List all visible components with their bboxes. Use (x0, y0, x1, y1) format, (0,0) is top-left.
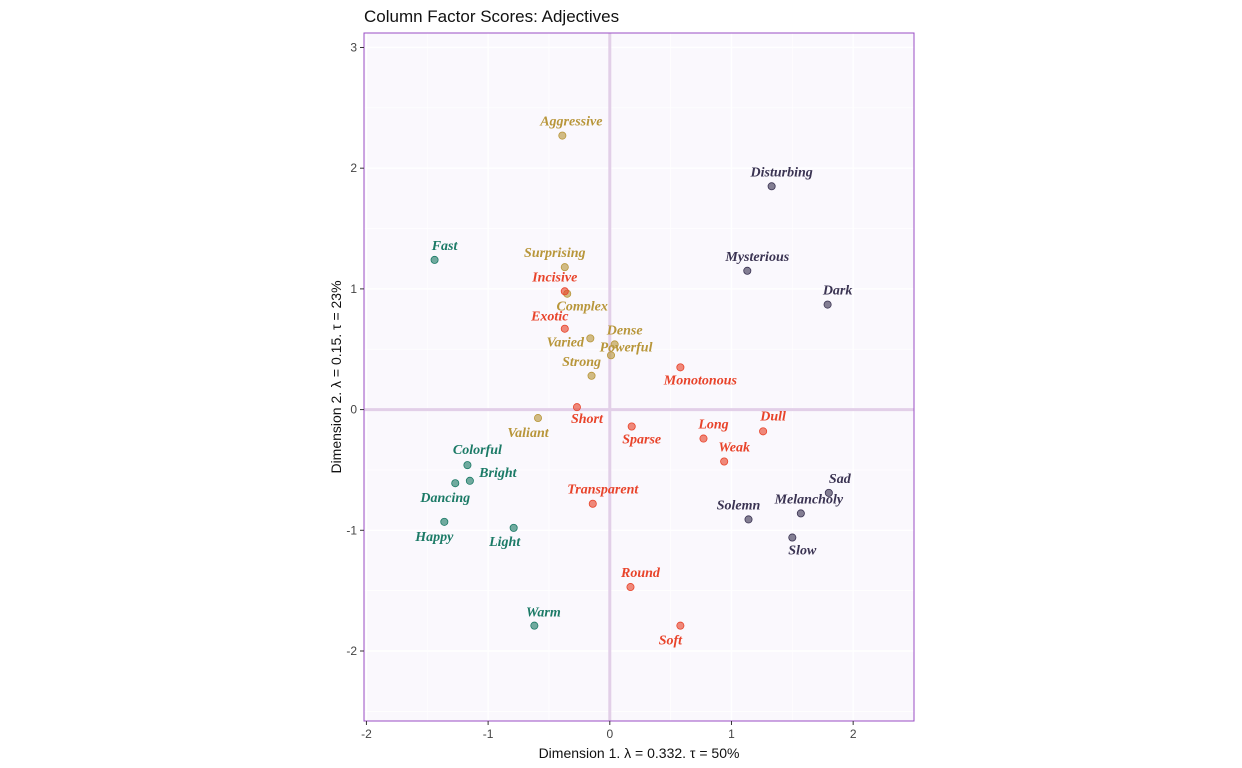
point-dark (823, 300, 832, 309)
label-sparse: Sparse (622, 432, 661, 447)
label-disturbing: Disturbing (750, 165, 813, 180)
label-weak: Weak (718, 440, 750, 455)
plot-panel (364, 33, 914, 721)
point-incisive (560, 287, 569, 296)
label-exotic: Exotic (530, 310, 569, 325)
label-long: Long (697, 418, 728, 433)
label-short: Short (571, 412, 604, 427)
y-tick-label: 0 (350, 403, 357, 417)
x-axis-label: Dimension 1. λ = 0.332. τ = 50% (539, 745, 740, 761)
point-warm (530, 621, 539, 630)
label-melancholy: Melancholy (774, 492, 844, 507)
point-weak (720, 457, 729, 466)
label-warm: Warm (526, 606, 561, 621)
y-tick-label: -2 (346, 644, 357, 658)
point-long (699, 434, 708, 443)
point-mysterious (743, 266, 752, 275)
y-tick-label: 3 (350, 40, 357, 54)
label-valiant: Valiant (507, 426, 549, 441)
label-mysterious: Mysterious (724, 250, 789, 265)
point-valiant (534, 414, 543, 423)
point-colorful (463, 461, 472, 470)
x-tick-label: 1 (728, 727, 735, 741)
point-aggressive (558, 131, 567, 140)
point-disturbing (767, 182, 776, 191)
label-slow: Slow (788, 544, 817, 559)
y-axis-label: Dimension 2. λ = 0.15. τ = 23% (328, 280, 344, 473)
point-happy (440, 517, 449, 526)
label-dense: Dense (606, 323, 643, 338)
point-transparent (588, 499, 597, 508)
label-varied: Varied (547, 335, 585, 350)
point-labels: Fast Colorful Bright Dancing Happy Light Warm A… (414, 115, 852, 649)
label-aggressive: Aggressive (539, 115, 602, 130)
label-round: Round (620, 566, 661, 581)
label-transparent: Transparent (567, 483, 639, 498)
point-dull (759, 427, 768, 436)
label-sad: Sad (829, 472, 852, 487)
point-exotic (560, 324, 569, 333)
label-complex: Complex (557, 300, 608, 315)
point-monotonous (676, 363, 685, 372)
zero-lines (364, 33, 914, 721)
point-melancholy (796, 509, 805, 518)
label-dancing: Dancing (419, 491, 470, 506)
y-tick-label: 1 (350, 282, 357, 296)
x-tick-label: -1 (483, 727, 494, 741)
label-monotonous: Monotonous (663, 373, 738, 388)
point-sad (824, 488, 833, 497)
label-powerful: Powerful (600, 340, 653, 355)
y-tick-label: 2 (350, 161, 357, 175)
chart-title: Column Factor Scores: Adjectives (364, 7, 619, 26)
label-dark: Dark (822, 284, 853, 299)
y-tick-label: -1 (346, 523, 357, 537)
point-fast (430, 255, 439, 264)
point-short (572, 403, 581, 412)
label-dull: Dull (759, 409, 786, 424)
point-strong (587, 371, 596, 380)
point-slow (788, 533, 797, 542)
point-solemn (744, 515, 753, 524)
point-powerful (607, 351, 616, 360)
point-round (626, 583, 635, 592)
x-tick-label: 2 (850, 727, 857, 741)
label-surprising: Surprising (524, 246, 585, 261)
axis-ticks: -2 -1 0 1 2 -2 -1 0 1 2 3 (346, 40, 856, 741)
point-surprising (560, 263, 569, 272)
label-fast: Fast (431, 239, 459, 254)
label-solemn: Solemn (717, 498, 761, 513)
x-tick-label: 0 (606, 727, 613, 741)
point-sparse (627, 422, 636, 431)
panel-border (363, 32, 915, 722)
label-incisive: Incisive (531, 270, 577, 285)
point-light (509, 523, 518, 532)
data-points (430, 131, 833, 630)
label-light: Light (488, 535, 521, 550)
point-dense (610, 340, 619, 349)
label-happy: Happy (414, 530, 454, 545)
panel-frame (363, 32, 915, 722)
label-strong: Strong (562, 355, 601, 370)
point-dancing (451, 479, 460, 488)
label-colorful: Colorful (453, 443, 502, 458)
x-tick-label: -2 (361, 727, 372, 741)
point-soft (676, 621, 685, 630)
label-soft: Soft (659, 634, 683, 649)
point-bright (465, 476, 474, 485)
point-varied (586, 334, 595, 343)
label-bright: Bright (478, 466, 517, 481)
